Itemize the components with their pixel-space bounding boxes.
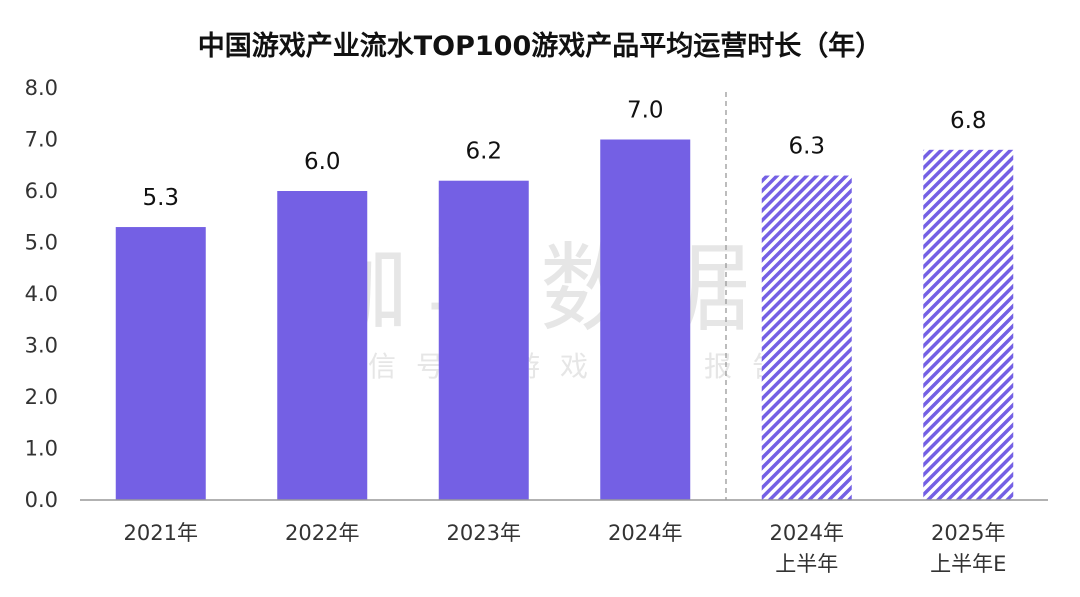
bars-group [115,139,1014,501]
watermark-sub: 微信号：游戏产业报告 [320,350,800,383]
bar [115,227,206,501]
y-tick-label: 3.0 [25,334,58,358]
x-tick-label: 上半年E [930,552,1006,576]
bar [600,139,691,500]
y-tick-label: 6.0 [25,179,58,203]
data-label: 6.0 [304,149,341,175]
y-tick-label: 2.0 [25,385,58,409]
data-label: 5.3 [142,185,179,211]
y-tick-label: 0.0 [25,488,58,512]
x-tick-label: 2024年 [770,521,844,545]
y-axis: 0.0 1.0 2.0 3.0 4.0 5.0 6.0 7.0 8.0 [25,76,58,512]
data-label: 6.2 [465,139,502,165]
bar [277,191,368,500]
y-tick-label: 7.0 [25,128,58,152]
watermark-main: 伽马数据 [312,233,768,345]
bar [438,180,529,500]
y-tick-label: 4.0 [25,282,58,306]
x-tick-label: 2021年 [124,521,198,545]
x-tick-label: 2025年 [931,521,1005,545]
y-tick-label: 5.0 [25,231,58,255]
y-tick-label: 1.0 [25,437,58,461]
x-tick-label: 2022年 [285,521,359,545]
bar-hatched [761,175,852,501]
y-tick-label: 8.0 [25,76,58,100]
data-label: 6.3 [788,134,825,160]
x-tick-label: 2024年 [608,521,682,545]
watermark: 伽马数据 微信号：游戏产业报告 [312,233,800,383]
data-label: 6.8 [950,108,987,134]
x-tick-label: 2023年 [447,521,521,545]
bar-hatched [923,149,1014,501]
data-labels-group: 5.3 6.0 6.2 7.0 6.3 6.8 [142,98,986,212]
data-label: 7.0 [627,98,664,124]
x-tick-label: 上半年 [775,552,838,576]
chart-title: 中国游戏产业流水TOP100游戏产品平均运营时长（年） [197,31,883,62]
